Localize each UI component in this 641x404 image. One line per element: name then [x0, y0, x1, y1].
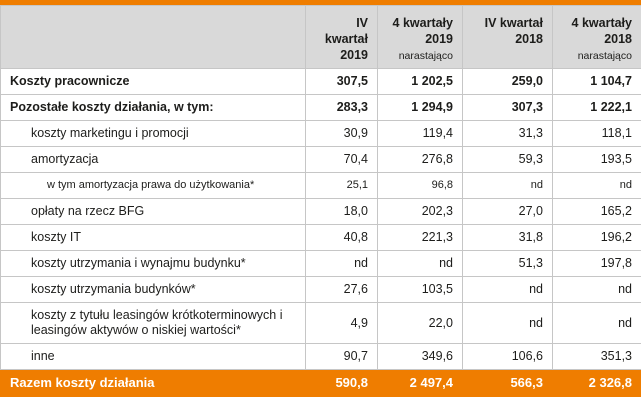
value-cell: nd [305, 250, 378, 277]
value-cell: nd [377, 250, 463, 277]
table-row: koszty IT 40,8 221,3 31,8 196,2 [0, 224, 641, 251]
footer-value-cell: 590,8 [305, 369, 378, 397]
value-cell: 307,5 [305, 68, 378, 95]
row-label: koszty z tytułu leasingów krótkoterminow… [0, 302, 306, 344]
row-label: koszty IT [0, 224, 306, 251]
footer-label: Razem koszty działania [0, 369, 306, 397]
value-cell: 106,6 [462, 343, 553, 370]
table-row: koszty marketingu i promocji 30,9 119,4 31,… [0, 120, 641, 147]
value-cell: 283,3 [305, 94, 378, 121]
table-row: inne 90,7 349,6 106,6 351,3 [0, 343, 641, 370]
column-header-subnote: narastająco [577, 50, 632, 62]
row-label: inne [0, 343, 306, 370]
value-cell: 1 202,5 [377, 68, 463, 95]
costs-table-container: IV kwartał 2019 4 kwartały 2019 narastająco I… [0, 5, 641, 397]
value-cell: nd [552, 276, 641, 303]
value-cell: 40,8 [305, 224, 378, 251]
value-cell: 70,4 [305, 146, 378, 173]
table-row: Koszty pracownicze 307,5 1 202,5 259,0 1 104… [0, 68, 641, 95]
row-label: koszty utrzymania i wynajmu budynku* [0, 250, 306, 277]
value-cell: 27,6 [305, 276, 378, 303]
value-cell: 119,4 [377, 120, 463, 147]
value-cell: 276,8 [377, 146, 463, 173]
value-cell: 30,9 [305, 120, 378, 147]
value-cell: 51,3 [462, 250, 553, 277]
value-cell: 202,3 [377, 198, 463, 225]
value-cell: 22,0 [377, 302, 463, 344]
row-label: koszty marketingu i promocji [0, 120, 306, 147]
value-cell: 307,3 [462, 94, 553, 121]
value-cell: 118,1 [552, 120, 641, 147]
value-cell: 259,0 [462, 68, 553, 95]
accent-top-bar [0, 0, 641, 5]
value-cell: 351,3 [552, 343, 641, 370]
value-cell: nd [552, 172, 641, 199]
footer-value-cell: 2 497,4 [377, 369, 463, 397]
table-row: koszty utrzymania budynków* 27,6 103,5 nd nd [0, 276, 641, 303]
value-cell: 31,3 [462, 120, 553, 147]
value-cell: 18,0 [305, 198, 378, 225]
value-cell: 349,6 [377, 343, 463, 370]
value-cell: 165,2 [552, 198, 641, 225]
value-cell: 197,8 [552, 250, 641, 277]
table-row: Pozostałe koszty działania, w tym: 283,3 1… [0, 94, 641, 121]
value-cell: 193,5 [552, 146, 641, 173]
table-row: koszty z tytułu leasingów krótkoterminow… [0, 302, 641, 344]
value-cell: 1 104,7 [552, 68, 641, 95]
value-cell: 96,8 [377, 172, 463, 199]
value-cell: nd [462, 276, 553, 303]
value-cell: 103,5 [377, 276, 463, 303]
column-header: IV kwartał 2018 [462, 5, 553, 69]
value-cell: 4,9 [305, 302, 378, 344]
value-cell: 196,2 [552, 224, 641, 251]
value-cell: 31,8 [462, 224, 553, 251]
value-cell: 59,3 [462, 146, 553, 173]
costs-table: IV kwartał 2019 4 kwartały 2019 narastająco I… [0, 5, 641, 397]
value-cell: 27,0 [462, 198, 553, 225]
header-row: IV kwartał 2019 4 kwartały 2019 narastająco I… [0, 5, 641, 69]
value-cell: 25,1 [305, 172, 378, 199]
row-label: Pozostałe koszty działania, w tym: [0, 94, 306, 121]
footer-value-cell: 566,3 [462, 369, 553, 397]
row-label: amortyzacja [0, 146, 306, 173]
column-header-subnote: narastająco [398, 50, 453, 62]
footer-row: Razem koszty działania 590,8 2 497,4 566,3… [0, 369, 641, 397]
column-header: IV kwartał 2019 [305, 5, 378, 69]
row-label: Koszty pracownicze [0, 68, 306, 95]
value-cell: 90,7 [305, 343, 378, 370]
column-header: 4 kwartały 2019 narastająco [377, 5, 463, 69]
header-corner-cell [0, 5, 306, 69]
row-label: koszty utrzymania budynków* [0, 276, 306, 303]
value-cell: nd [462, 302, 553, 344]
table-row: koszty utrzymania i wynajmu budynku* nd nd… [0, 250, 641, 277]
table-row: w tym amortyzacja prawa do użytkowania* 2… [0, 172, 641, 199]
row-label: opłaty na rzecz BFG [0, 198, 306, 225]
table-row: opłaty na rzecz BFG 18,0 202,3 27,0 165,2 [0, 198, 641, 225]
column-header: 4 kwartały 2018 narastająco [552, 5, 641, 69]
value-cell: nd [552, 302, 641, 344]
value-cell: 1 222,1 [552, 94, 641, 121]
footer-value-cell: 2 326,8 [552, 369, 641, 397]
table-row: amortyzacja 70,4 276,8 59,3 193,5 [0, 146, 641, 173]
value-cell: 1 294,9 [377, 94, 463, 121]
value-cell: 221,3 [377, 224, 463, 251]
row-label: w tym amortyzacja prawa do użytkowania* [0, 172, 306, 199]
value-cell: nd [462, 172, 553, 199]
table-body: Koszty pracownicze 307,5 1 202,5 259,0 1 104… [0, 68, 641, 370]
